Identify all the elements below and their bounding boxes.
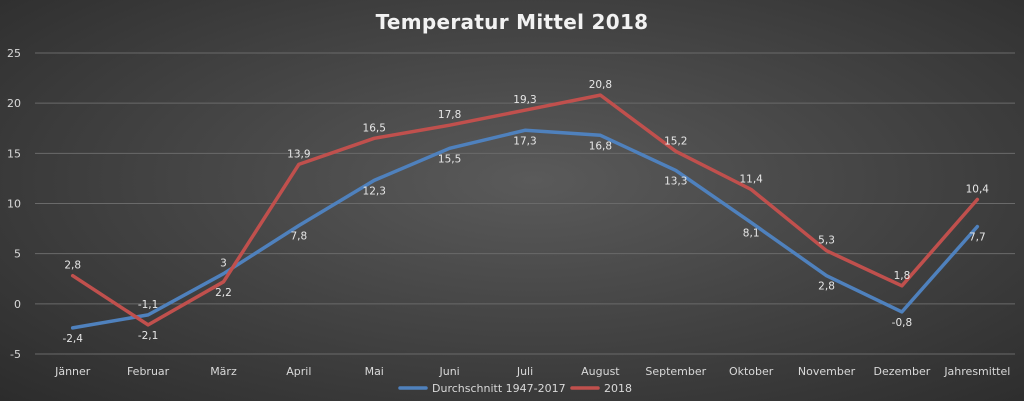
x-tick-label: August xyxy=(581,365,620,378)
data-label: 3 xyxy=(220,258,227,270)
legend: Durchschnitt 1947-2017 2018 xyxy=(398,382,632,395)
legend-item: 2018 xyxy=(570,382,632,395)
data-label: 19,3 xyxy=(513,94,536,106)
x-tick-label: Mai xyxy=(365,365,384,378)
chart-title: Temperatur Mittel 2018 xyxy=(375,10,649,34)
x-tick-label: Juni xyxy=(438,365,459,378)
data-label: 1,8 xyxy=(894,270,911,282)
data-label: 16,5 xyxy=(363,122,386,134)
data-label: 2,2 xyxy=(215,287,232,299)
data-label: 15,2 xyxy=(664,135,687,147)
data-labels: -2,4 -1,1 3 7,8 12,3 15,5 17,3 16,8 13,3 8,1 2,8 -0… xyxy=(62,79,989,345)
legend-item: Durchschnitt 1947-2017 xyxy=(398,382,566,395)
x-tick-label: September xyxy=(645,365,706,378)
data-label: 11,4 xyxy=(739,173,763,185)
data-label: 17,8 xyxy=(438,109,461,121)
legend-label: 2018 xyxy=(604,382,632,395)
data-label: 2,8 xyxy=(818,281,835,293)
y-tick-label: 20 xyxy=(7,97,21,110)
y-tick-label: 10 xyxy=(7,198,21,211)
y-tick-label: 5 xyxy=(14,248,21,261)
x-tick-label: Dezember xyxy=(874,365,931,378)
data-label: 2,8 xyxy=(64,260,81,272)
data-label: -0,8 xyxy=(892,317,913,329)
x-tick-label: April xyxy=(286,365,311,378)
data-label: 13,9 xyxy=(287,148,310,160)
y-tick-label: 0 xyxy=(14,298,21,311)
x-tick-label: Juli xyxy=(516,365,533,378)
y-axis: -5 0 5 10 15 20 25 xyxy=(7,47,21,361)
data-label: 16,8 xyxy=(589,140,612,152)
series-lines xyxy=(70,93,980,330)
data-label: 15,5 xyxy=(438,153,461,165)
data-label: -2,1 xyxy=(138,330,159,342)
y-tick-label: -5 xyxy=(10,348,21,361)
series-line-0 xyxy=(70,128,980,330)
data-label: 12,3 xyxy=(363,185,386,197)
data-label: 20,8 xyxy=(589,79,612,91)
data-label: -2,4 xyxy=(62,333,83,345)
x-tick-label: Oktober xyxy=(729,365,774,378)
y-tick-label: 25 xyxy=(7,47,21,60)
x-tick-label: Jänner xyxy=(54,365,91,378)
series-line-1 xyxy=(70,93,980,327)
x-axis: Jänner Februar März April Mai Juni Juli August S… xyxy=(54,365,1010,378)
x-tick-label: Februar xyxy=(127,365,170,378)
x-tick-label: November xyxy=(798,365,856,378)
y-tick-label: 15 xyxy=(7,147,21,160)
data-label: 10,4 xyxy=(966,183,990,195)
x-tick-label: Jahresmittel xyxy=(943,365,1010,378)
legend-label: Durchschnitt 1947-2017 xyxy=(432,382,566,395)
data-label: -1,1 xyxy=(138,299,159,311)
x-tick-label: März xyxy=(210,365,237,378)
data-label: 8,1 xyxy=(743,228,760,240)
data-label: 13,3 xyxy=(664,175,687,187)
data-label: 5,3 xyxy=(818,235,835,247)
data-label: 7,7 xyxy=(969,232,986,244)
data-label: 7,8 xyxy=(290,231,307,243)
data-label: 17,3 xyxy=(513,135,536,147)
gridlines xyxy=(35,52,1015,355)
